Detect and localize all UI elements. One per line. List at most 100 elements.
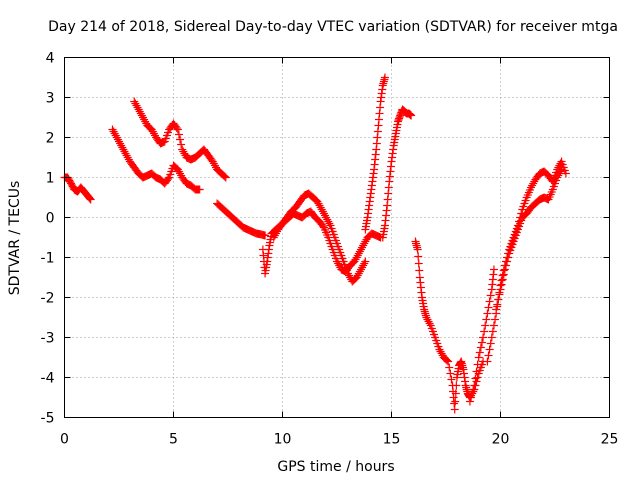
data-point	[173, 125, 182, 134]
data-point	[415, 266, 424, 275]
data-point	[195, 185, 204, 194]
data-point	[500, 265, 509, 274]
ticks-layer: 0 5 10 15 20 25 -5 -4 -3 -2 -1 0 1 2 3 4	[41, 51, 619, 448]
data-point	[174, 130, 183, 139]
data-point	[164, 175, 173, 183]
data-point	[493, 300, 502, 309]
data-point	[486, 339, 495, 348]
data-point	[504, 253, 513, 262]
data-point	[361, 257, 370, 266]
data-point	[485, 345, 494, 354]
data-point	[486, 291, 495, 300]
data-point	[498, 275, 507, 284]
data-point	[494, 295, 503, 304]
y-tick-label: 3	[46, 91, 55, 107]
data-point	[85, 194, 94, 203]
data-point	[501, 261, 510, 270]
data-point	[483, 357, 492, 366]
data-point	[468, 389, 477, 398]
chart-title: Day 214 of 2018, Sidereal Day-to-day VTE…	[48, 19, 618, 35]
data-point	[491, 315, 500, 324]
data-point	[414, 252, 423, 261]
data-point	[85, 193, 94, 202]
y-tick-label: -3	[41, 331, 55, 347]
data-point	[469, 385, 478, 394]
y-axis-label: SDTVAR / TECUs	[7, 181, 23, 296]
series-seg10	[465, 265, 498, 406]
series-seg4	[213, 199, 270, 240]
x-tick-label: 0	[60, 432, 69, 448]
data-point	[425, 319, 434, 328]
data-point	[503, 257, 512, 266]
data-point	[476, 343, 485, 352]
data-point	[495, 290, 504, 299]
series-seg8	[378, 105, 416, 242]
data-point	[407, 111, 416, 120]
data-point	[477, 338, 486, 347]
data-point	[485, 297, 494, 306]
x-tick-label: 10	[274, 432, 292, 448]
data-point	[172, 124, 181, 132]
y-tick-label: 1	[46, 171, 55, 187]
data-point	[492, 305, 501, 314]
y-tick-label: -5	[41, 411, 55, 427]
y-tick-label: -4	[41, 371, 55, 387]
data-point	[475, 348, 484, 357]
data-point	[451, 389, 460, 398]
y-tick-label: 2	[46, 131, 55, 147]
y-tick-label: 0	[46, 211, 55, 227]
data-point	[177, 140, 186, 149]
data-point	[221, 173, 230, 182]
data-point	[484, 303, 493, 312]
x-tick-label: 25	[601, 432, 619, 448]
data-point	[467, 393, 476, 402]
x-tick-label: 15	[383, 432, 401, 448]
series-seg3	[130, 97, 230, 182]
plot-frame	[64, 57, 610, 418]
data-point	[481, 321, 490, 330]
data-point	[445, 363, 454, 372]
data-point	[360, 259, 369, 268]
data-point	[471, 374, 480, 383]
data-point	[487, 333, 496, 342]
data-point	[220, 172, 229, 181]
data-point	[557, 165, 566, 174]
data-point	[472, 367, 481, 376]
data-point	[483, 309, 492, 318]
data-point	[261, 231, 270, 240]
data-point	[556, 167, 565, 176]
data-point	[413, 245, 422, 254]
data-point	[444, 357, 453, 366]
series-seg11	[483, 157, 570, 366]
data-point	[473, 373, 482, 382]
data-point	[446, 369, 455, 378]
data-point	[473, 360, 482, 369]
data-point	[380, 73, 389, 82]
data-point	[451, 397, 460, 406]
data-point	[443, 356, 452, 365]
data-point	[86, 195, 95, 204]
series-seg2	[108, 125, 204, 194]
series-seg6	[269, 189, 370, 286]
data-point	[479, 333, 488, 342]
data-point	[414, 259, 423, 268]
x-axis-label: GPS time / hours	[277, 459, 394, 475]
data-point	[484, 351, 493, 360]
data-point	[488, 327, 497, 336]
series-seg12	[492, 165, 566, 314]
data-point	[496, 285, 505, 294]
data-point	[450, 405, 459, 414]
series-seg9	[411, 237, 488, 414]
y-tick-label: 4	[46, 51, 55, 67]
data-point	[480, 327, 489, 336]
data-point	[482, 315, 491, 324]
data-point	[452, 381, 461, 390]
data-point	[465, 397, 474, 406]
data-point	[474, 353, 483, 362]
data-point	[489, 321, 498, 330]
data-point	[499, 270, 508, 279]
x-tick-label: 5	[169, 432, 178, 448]
x-tick-label: 20	[492, 432, 510, 448]
data-point	[176, 135, 185, 144]
